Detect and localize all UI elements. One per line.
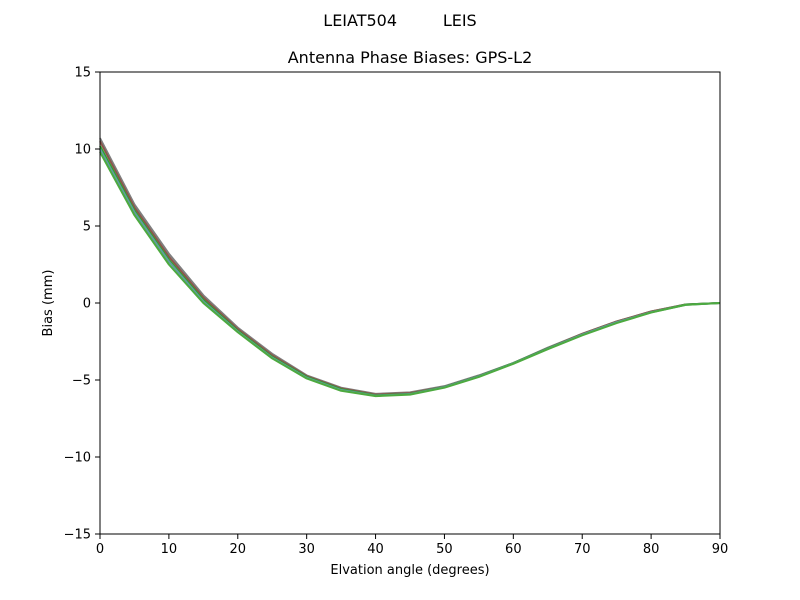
y-axis-ticks: −15 −10 −5 0 5 10 15 bbox=[64, 66, 100, 543]
x-tick-label: 10 bbox=[161, 542, 178, 557]
x-tick-label: 90 bbox=[712, 542, 729, 557]
series-line-1 bbox=[99, 140, 721, 396]
chart-title: Antenna Phase Biases: GPS-L2 bbox=[288, 48, 533, 67]
series-line-0 bbox=[99, 137, 721, 395]
series-line-3 bbox=[99, 148, 721, 397]
y-tick-label: 5 bbox=[83, 220, 91, 235]
y-tick-label: 0 bbox=[83, 297, 91, 312]
y-axis-label: Bias (mm) bbox=[41, 270, 56, 337]
figure-suptitle: LEIAT504 LEIS bbox=[323, 11, 476, 30]
y-tick-label: 10 bbox=[74, 143, 91, 158]
series-line-4 bbox=[99, 151, 721, 398]
series-layer bbox=[99, 137, 721, 398]
x-tick-label: 30 bbox=[298, 542, 315, 557]
x-tick-label: 20 bbox=[230, 542, 247, 557]
x-tick-label: 0 bbox=[96, 542, 104, 557]
plot-frame bbox=[99, 71, 721, 535]
x-axis-label: Elvation angle (degrees) bbox=[330, 563, 489, 578]
x-tick-label: 50 bbox=[436, 542, 453, 557]
x-tick-label: 70 bbox=[574, 542, 591, 557]
x-tick-label: 40 bbox=[367, 542, 384, 557]
series-line-2 bbox=[99, 145, 721, 397]
y-tick-label: 15 bbox=[74, 66, 91, 81]
x-tick-label: 80 bbox=[643, 542, 660, 557]
y-tick-label: −15 bbox=[64, 528, 91, 543]
y-tick-label: −5 bbox=[72, 374, 91, 389]
y-tick-label: −10 bbox=[64, 451, 91, 466]
x-axis-ticks: 0 10 20 30 40 50 60 70 80 90 bbox=[96, 534, 728, 557]
x-tick-label: 60 bbox=[505, 542, 522, 557]
